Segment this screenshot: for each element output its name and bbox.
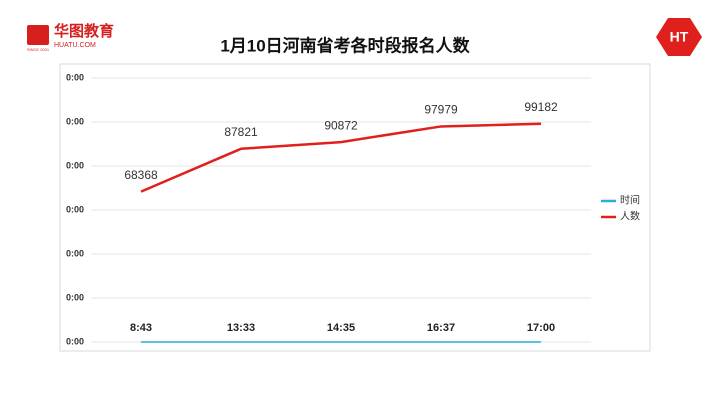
x-tick-label: 13:33 <box>227 322 255 334</box>
y-tick-label: 0:00 <box>66 72 84 82</box>
logo-url: HUATU.COM <box>54 42 96 49</box>
series-line <box>140 122 542 193</box>
badge: HT <box>656 18 702 56</box>
badge-text: HT <box>670 29 689 45</box>
y-tick-label: 0:00 <box>66 248 84 258</box>
logo: 华图教育 HUATU.COM SINCE 2001 <box>27 22 114 52</box>
data-label: 90872 <box>324 118 358 132</box>
x-tick-label: 14:35 <box>327 322 355 334</box>
plot-frame <box>59 63 651 352</box>
logo-icon <box>27 25 49 45</box>
x-tick-label: 16:37 <box>427 322 455 334</box>
y-tick-label: 0:00 <box>66 160 84 170</box>
badge-shape <box>656 18 702 56</box>
y-tick-label: 0:00 <box>66 204 84 214</box>
chart-title: 1月10日河南省考各时段报名人数 <box>220 35 470 55</box>
logo-since: SINCE 2001 <box>27 47 50 52</box>
x-tick-label: 8:43 <box>130 322 152 334</box>
data-label: 99182 <box>524 100 558 114</box>
legend-label: 时间 <box>620 194 640 207</box>
x-tick-label: 17:00 <box>527 322 555 334</box>
logo-name: 华图教育 <box>54 22 114 40</box>
y-tick-label: 0:00 <box>66 292 84 302</box>
data-label: 68368 <box>124 168 158 182</box>
y-tick-label: 0:00 <box>66 336 84 346</box>
y-tick-label: 0:00 <box>66 116 84 126</box>
data-label: 97979 <box>424 103 458 117</box>
legend-label: 人数 <box>620 210 640 223</box>
data-label: 87821 <box>224 125 258 139</box>
